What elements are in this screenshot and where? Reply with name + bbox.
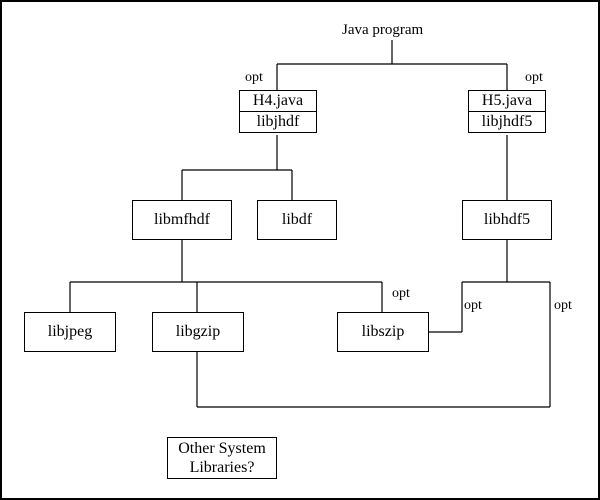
node-h4: H4.java libjhdf [239, 90, 317, 133]
node-libdf: libdf [257, 200, 337, 240]
node-libjpeg: libjpeg [24, 312, 116, 352]
node-h5-bot: libjhdf5 [468, 111, 546, 133]
node-libgzip: libgzip [152, 312, 244, 352]
connector-lines [2, 2, 598, 498]
opt-label-h4: opt [245, 70, 263, 86]
node-other-libs: Other System Libraries? [167, 437, 277, 479]
node-h5: H5.java libjhdf5 [468, 90, 546, 133]
opt-label-libszip-left: opt [392, 286, 410, 302]
opt-label-h5: opt [525, 70, 543, 86]
node-libmfhdf: libmfhdf [132, 200, 232, 240]
node-libhdf5: libhdf5 [462, 200, 552, 240]
diagram-canvas: Java program opt opt H4.java libjhdf H5.… [0, 0, 600, 500]
opt-label-libszip-right: opt [464, 298, 482, 314]
node-h5-top: H5.java [468, 90, 546, 112]
root-label: Java program [342, 22, 423, 39]
node-libszip: libszip [337, 312, 429, 352]
node-h4-top: H4.java [239, 90, 317, 112]
node-h4-bot: libjhdf [239, 111, 317, 133]
opt-label-right-drop: opt [554, 298, 572, 314]
